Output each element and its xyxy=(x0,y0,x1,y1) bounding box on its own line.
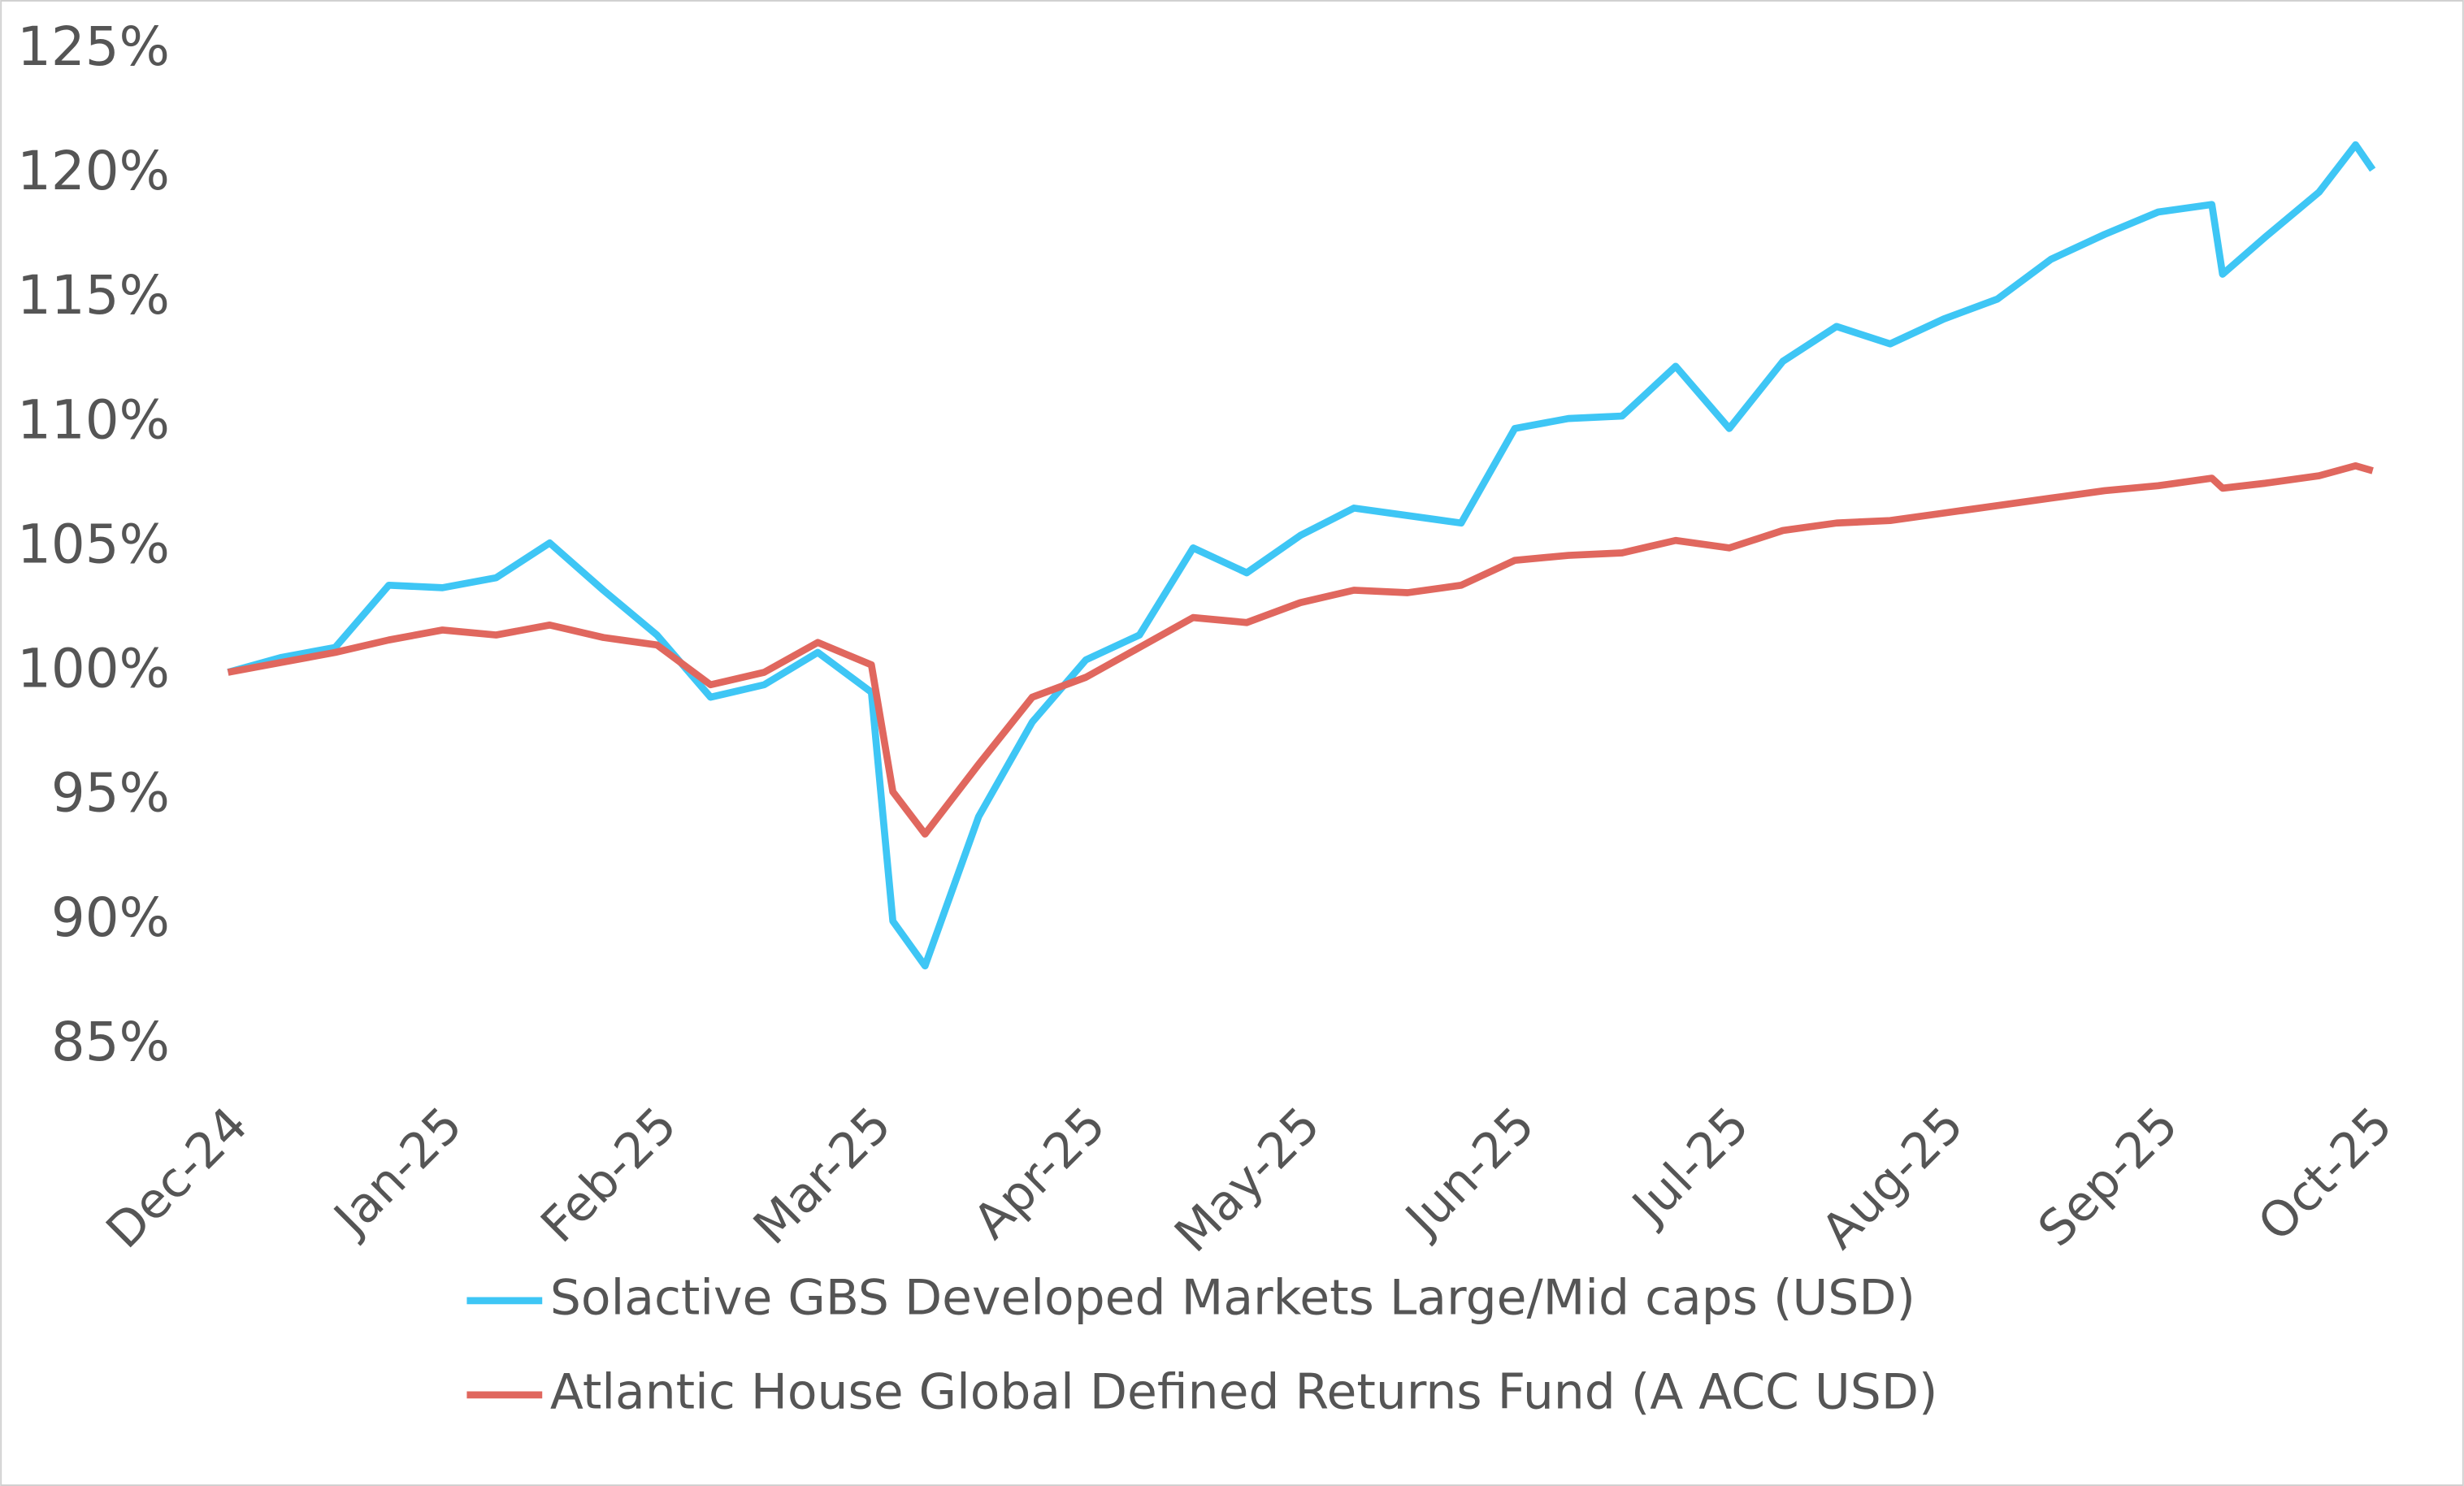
y-tick-label: 110% xyxy=(17,388,170,451)
series-line xyxy=(227,461,2374,838)
y-tick-label: 90% xyxy=(51,886,170,949)
y-tick-label: 125% xyxy=(17,15,170,78)
legend-label: Atlantic House Global Defined Returns Fu… xyxy=(550,1363,1937,1420)
legend-label: Solactive GBS Developed Markets Large/Mi… xyxy=(550,1269,1915,1326)
y-tick-label: 105% xyxy=(17,513,170,575)
y-tick-label: 115% xyxy=(17,264,170,327)
y-tick-label: 100% xyxy=(17,638,170,700)
y-tick-label: 95% xyxy=(51,762,170,825)
series-line xyxy=(227,141,2376,970)
y-tick-label: 85% xyxy=(51,1011,170,1073)
y-tick-label: 120% xyxy=(17,140,170,202)
